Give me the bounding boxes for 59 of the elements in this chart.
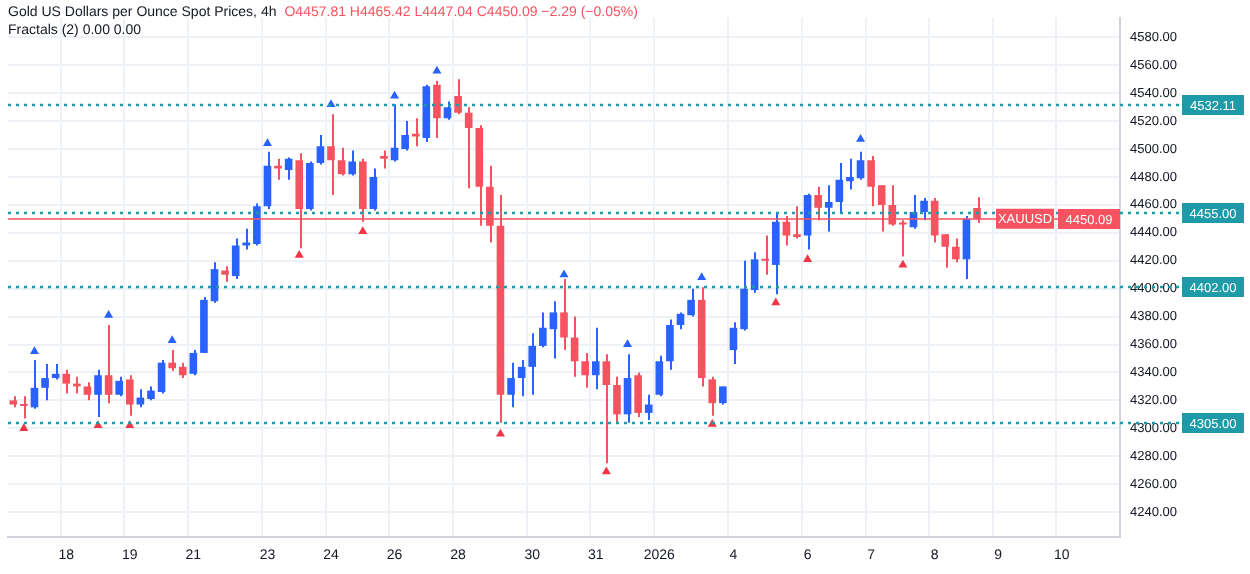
candlestick (337, 146, 346, 177)
candlestick (655, 354, 664, 398)
candlestick (433, 79, 441, 139)
candlestick (666, 318, 674, 371)
point (19, 423, 29, 431)
point (856, 134, 866, 142)
candlestick (591, 326, 600, 391)
point (29, 346, 39, 355)
candlestick (454, 78, 462, 116)
candlestick (517, 358, 526, 398)
point (771, 297, 781, 306)
candlestick (62, 368, 71, 395)
candlestick (284, 156, 293, 181)
candlestick (528, 332, 537, 396)
point (898, 259, 908, 268)
candlestick (189, 349, 198, 377)
candlestick (327, 113, 335, 197)
candlestick (94, 368, 102, 419)
point (601, 466, 611, 475)
point (358, 226, 368, 235)
candlestick (41, 363, 49, 402)
point (167, 335, 177, 343)
candlestick (613, 375, 621, 424)
point (390, 90, 400, 99)
candlestick (380, 149, 388, 170)
candlestick (369, 167, 378, 212)
candlestick (443, 100, 452, 121)
candlestick (274, 157, 282, 181)
candlestick (306, 160, 314, 212)
candlestick (316, 134, 325, 166)
candlestick (464, 106, 473, 190)
candlestick (581, 351, 589, 389)
point (262, 138, 272, 147)
candlestick (263, 150, 272, 211)
candlestick (104, 323, 113, 405)
point (623, 339, 633, 348)
candlestick (125, 374, 134, 417)
candlestick (231, 237, 240, 280)
candlestick (560, 277, 568, 352)
point (803, 254, 813, 262)
candlestick (708, 375, 717, 417)
candlestick (772, 210, 780, 296)
candlestick (719, 385, 727, 406)
point (294, 249, 304, 258)
candlestick (824, 184, 833, 233)
candlestick (348, 149, 356, 177)
candlestick (761, 234, 770, 276)
candlestick (952, 237, 960, 264)
candlestick (507, 361, 515, 409)
candlestick (602, 353, 611, 465)
candlestick (623, 353, 632, 424)
candlestick (644, 393, 653, 421)
candlestick (920, 196, 928, 222)
point (559, 269, 569, 278)
point (697, 272, 707, 281)
candlestick (83, 381, 92, 402)
candlestick (115, 375, 124, 398)
candlestick (634, 371, 642, 419)
point (104, 310, 114, 318)
